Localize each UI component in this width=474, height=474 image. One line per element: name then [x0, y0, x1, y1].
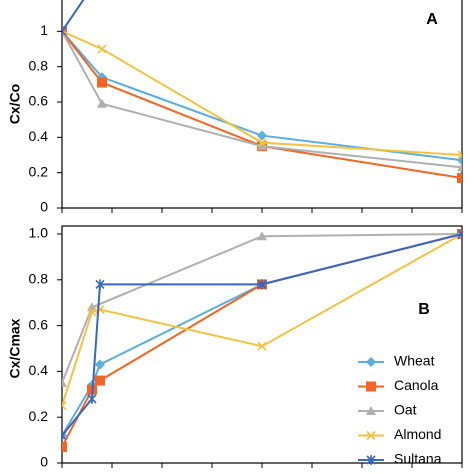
marker [62, 377, 67, 387]
series-line [62, 30, 462, 156]
legend-label: Sultana [394, 451, 442, 467]
series-line [62, 30, 462, 169]
y-axis-title: Cx/Cmax [7, 318, 23, 378]
marker [62, 430, 67, 441]
marker [257, 141, 267, 151]
marker [457, 172, 462, 183]
marker [366, 430, 376, 441]
y-tick-label: 0 [40, 199, 48, 215]
y-tick-label: 0 [40, 454, 48, 470]
marker [457, 229, 462, 239]
marker [95, 279, 105, 290]
marker [95, 375, 105, 386]
series-line [62, 0, 85, 32]
marker [366, 357, 376, 367]
y-tick-label: 0.4 [29, 362, 49, 378]
marker [257, 231, 267, 241]
series-group [62, 229, 462, 452]
marker [457, 162, 462, 172]
y-tick-label: 0.4 [29, 128, 49, 144]
panel-label: B [418, 301, 430, 318]
y-tick-label: 0.8 [29, 271, 49, 287]
y-axis-title: Cx/Co [7, 84, 23, 124]
marker [62, 441, 67, 452]
y-tick-label: 1.0 [29, 225, 49, 241]
marker [257, 279, 267, 290]
marker [87, 393, 97, 404]
marker [457, 150, 462, 160]
marker [62, 26, 67, 37]
legend-label: Almond [394, 426, 441, 442]
marker [97, 44, 107, 54]
marker [257, 130, 267, 141]
y-tick-label: 1 [40, 22, 48, 38]
legend-label: Oat [394, 402, 417, 418]
marker [257, 138, 267, 148]
series-group [62, 0, 462, 183]
series-line [62, 30, 462, 179]
y-tick-label: 0.8 [29, 57, 49, 73]
y-tick-label: 0.2 [29, 408, 49, 424]
y-tick-label: 0.6 [29, 316, 49, 332]
y-tick-label: 0.6 [29, 93, 49, 109]
plot-frame [61, 0, 463, 209]
series-line [62, 30, 462, 162]
legend-label: Canola [394, 377, 439, 393]
y-tick-label: 0.2 [29, 163, 49, 179]
marker [366, 455, 376, 465]
marker [87, 307, 97, 317]
legend-label: Wheat [394, 353, 435, 369]
marker [97, 98, 107, 108]
marker [457, 155, 462, 166]
panel-label: A [426, 11, 438, 28]
marker [257, 341, 267, 351]
y-tick-label: 1.2 [29, 0, 49, 3]
marker [95, 359, 105, 370]
series-line [62, 233, 462, 384]
marker [366, 381, 376, 392]
marker [366, 406, 376, 415]
marker [97, 77, 107, 88]
marker [62, 401, 67, 411]
